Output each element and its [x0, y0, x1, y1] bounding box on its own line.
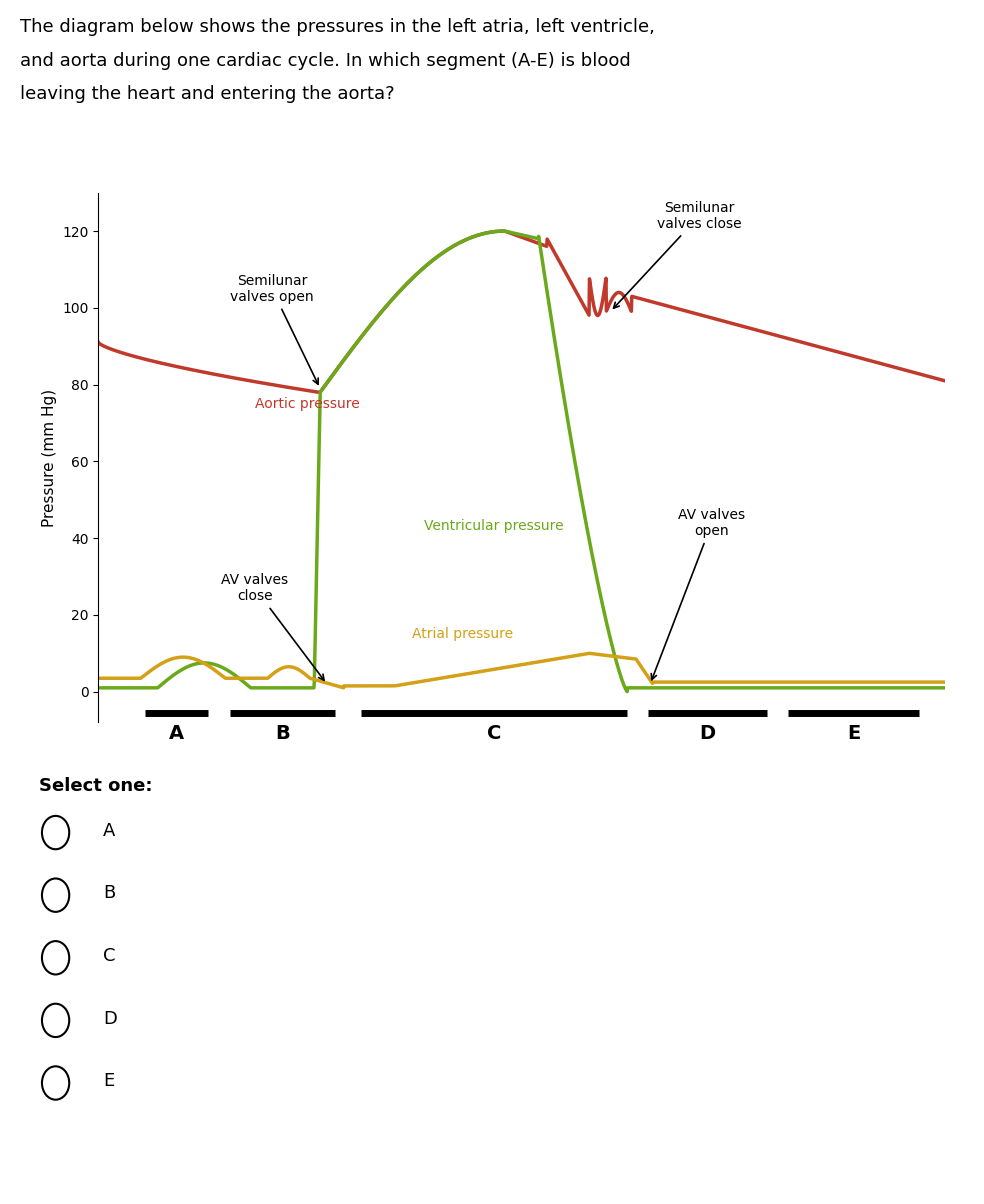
- Text: C: C: [487, 725, 501, 743]
- Text: Aortic pressure: Aortic pressure: [255, 396, 360, 411]
- Text: E: E: [847, 725, 860, 743]
- Text: and aorta during one cardiac cycle. In which segment (A-E) is blood: and aorta during one cardiac cycle. In w…: [20, 52, 631, 70]
- Text: AV valves
open: AV valves open: [651, 508, 746, 680]
- Text: leaving the heart and entering the aorta?: leaving the heart and entering the aorta…: [20, 85, 395, 104]
- Text: Semilunar
valves close: Semilunar valves close: [614, 201, 742, 308]
- Text: Select one:: Select one:: [39, 777, 153, 795]
- Text: D: D: [103, 1010, 117, 1027]
- Text: Atrial pressure: Atrial pressure: [411, 627, 513, 641]
- Text: AV valves
close: AV valves close: [221, 573, 324, 680]
- Text: A: A: [169, 725, 184, 743]
- Text: E: E: [103, 1073, 114, 1090]
- Text: C: C: [103, 948, 116, 964]
- Text: B: B: [276, 725, 290, 743]
- Text: Ventricular pressure: Ventricular pressure: [424, 519, 564, 533]
- Y-axis label: Pressure (mm Hg): Pressure (mm Hg): [41, 389, 57, 526]
- Text: B: B: [103, 885, 115, 902]
- Text: D: D: [700, 725, 715, 743]
- Text: Semilunar
valves open: Semilunar valves open: [230, 273, 318, 384]
- Text: A: A: [103, 822, 116, 839]
- Text: The diagram below shows the pressures in the left atria, left ventricle,: The diagram below shows the pressures in…: [20, 18, 654, 36]
